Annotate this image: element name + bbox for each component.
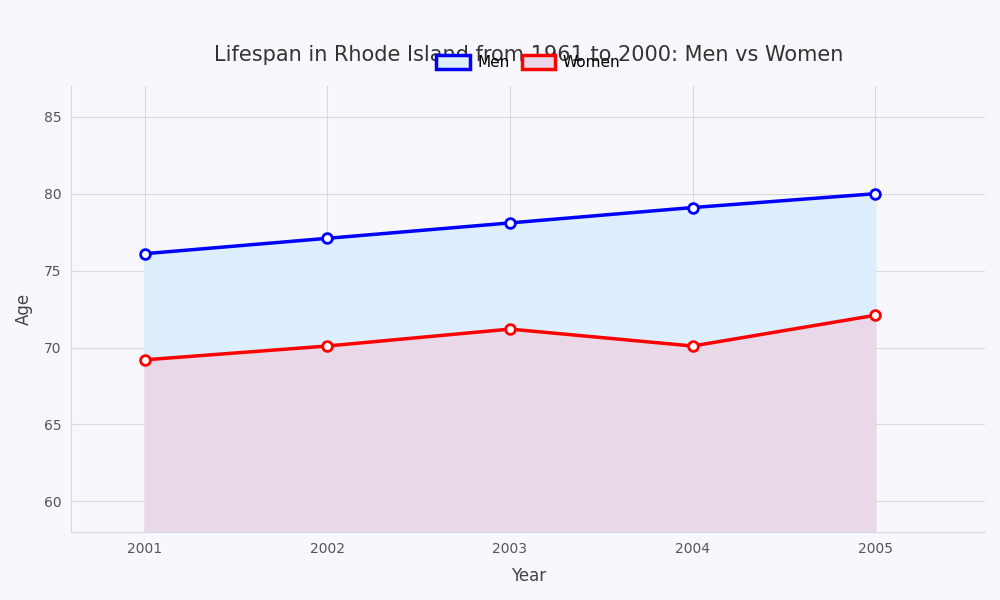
Y-axis label: Age: Age xyxy=(15,293,33,325)
Legend: Men, Women: Men, Women xyxy=(430,49,627,76)
Title: Lifespan in Rhode Island from 1961 to 2000: Men vs Women: Lifespan in Rhode Island from 1961 to 20… xyxy=(214,45,843,65)
X-axis label: Year: Year xyxy=(511,567,546,585)
